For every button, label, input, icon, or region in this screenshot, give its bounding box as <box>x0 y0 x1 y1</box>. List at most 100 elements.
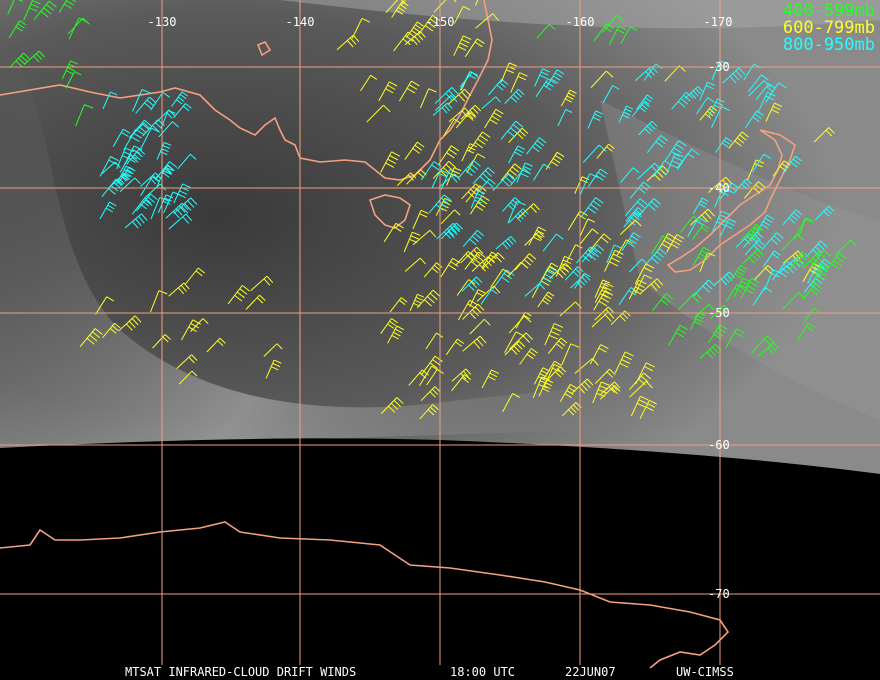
wind-barb <box>715 137 733 153</box>
wind-barb <box>144 183 167 199</box>
wind-barb <box>398 80 420 102</box>
wind-barb <box>436 222 460 240</box>
wind-barb <box>437 145 460 166</box>
wind-barb <box>178 370 198 385</box>
wind-barb <box>65 71 82 89</box>
wind-barb <box>542 360 563 380</box>
cloud-band <box>600 100 880 420</box>
legend-entry: 600-799mb <box>783 18 875 38</box>
wind-barb <box>757 342 780 358</box>
wind-barb <box>380 318 398 334</box>
wind-barb <box>744 181 766 199</box>
coastline <box>256 40 272 57</box>
wind-barb <box>566 244 583 262</box>
wind-barb <box>458 160 481 179</box>
wind-barb <box>782 209 803 226</box>
coastline <box>666 129 796 273</box>
wind-barb <box>469 318 491 335</box>
wind-barb <box>634 274 653 294</box>
wind-barb <box>629 258 648 273</box>
wind-barb <box>532 376 551 399</box>
wind-barb <box>625 207 644 222</box>
wind-barb <box>460 246 484 264</box>
wind-barb <box>245 294 266 310</box>
wind-barb <box>752 153 772 173</box>
wind-barb <box>440 209 461 225</box>
wind-barb <box>128 119 153 139</box>
wind-barb <box>435 95 458 111</box>
wind-barb <box>640 278 664 294</box>
wind-barb <box>484 108 504 129</box>
wind-barb <box>165 202 189 219</box>
wind-barbs <box>7 0 857 420</box>
wind-barb <box>755 83 776 100</box>
wind-barb <box>592 381 610 404</box>
wind-barb <box>495 236 517 250</box>
wind-barb <box>630 395 649 417</box>
longitude-label: -150 <box>426 15 455 29</box>
wind-barb <box>396 172 417 186</box>
wind-barb <box>579 228 599 245</box>
wind-barb <box>802 307 821 324</box>
wind-barb <box>574 358 599 374</box>
wind-barb <box>629 372 651 391</box>
wind-barb <box>383 222 404 243</box>
wind-barb <box>665 152 684 175</box>
wind-barb <box>587 168 608 187</box>
wind-barb <box>561 402 582 417</box>
wind-barb <box>590 70 614 88</box>
wind-barb <box>419 404 439 420</box>
wind-barb <box>462 303 485 320</box>
wind-barb <box>99 201 117 220</box>
wind-barb <box>508 145 526 164</box>
wind-barb <box>460 104 482 120</box>
wind-barb <box>446 167 462 186</box>
wind-barb <box>451 374 472 392</box>
wind-barb <box>802 262 821 282</box>
wind-barb <box>560 89 577 107</box>
wind-barb <box>524 283 546 297</box>
wind-barb <box>176 354 198 369</box>
wind-barb <box>814 205 835 221</box>
wind-barb <box>624 198 648 217</box>
wind-barb <box>620 26 638 44</box>
wind-barb <box>714 188 731 208</box>
wind-barb <box>102 91 118 110</box>
wind-barb <box>135 96 157 114</box>
wind-barb <box>708 324 728 344</box>
wind-barb <box>140 172 162 187</box>
wind-barb <box>500 62 517 83</box>
wind-barb <box>719 218 737 237</box>
wind-barb <box>124 213 148 229</box>
wind-barb <box>798 217 814 237</box>
wind-barb <box>692 246 711 266</box>
latitude-label: -50 <box>708 306 730 320</box>
wind-barb <box>656 233 676 254</box>
wind-barb <box>381 397 404 414</box>
wind-barb <box>265 359 282 379</box>
wind-barb <box>8 20 27 38</box>
wind-barb <box>115 165 134 185</box>
wind-barb <box>692 224 710 240</box>
wind-barb <box>434 87 459 105</box>
wind-barb <box>156 142 172 160</box>
wind-barb <box>618 105 634 123</box>
wind-barb <box>507 200 526 224</box>
wind-barb <box>602 14 624 33</box>
wind-barb <box>699 105 718 121</box>
wind-barb <box>604 249 624 272</box>
graticule <box>0 0 880 665</box>
wind-barb <box>403 231 421 253</box>
wind-barb <box>589 344 609 365</box>
wind-barb <box>510 72 528 93</box>
cloud-band <box>0 40 880 450</box>
wind-barb <box>163 191 182 214</box>
wind-barb <box>746 226 763 245</box>
wind-barb <box>500 163 522 181</box>
wind-barb <box>538 379 554 397</box>
wind-barb <box>470 190 486 209</box>
wind-barb <box>712 210 730 232</box>
wind-barb <box>468 131 491 152</box>
wind-barb <box>132 197 152 215</box>
wind-barb <box>181 319 202 341</box>
